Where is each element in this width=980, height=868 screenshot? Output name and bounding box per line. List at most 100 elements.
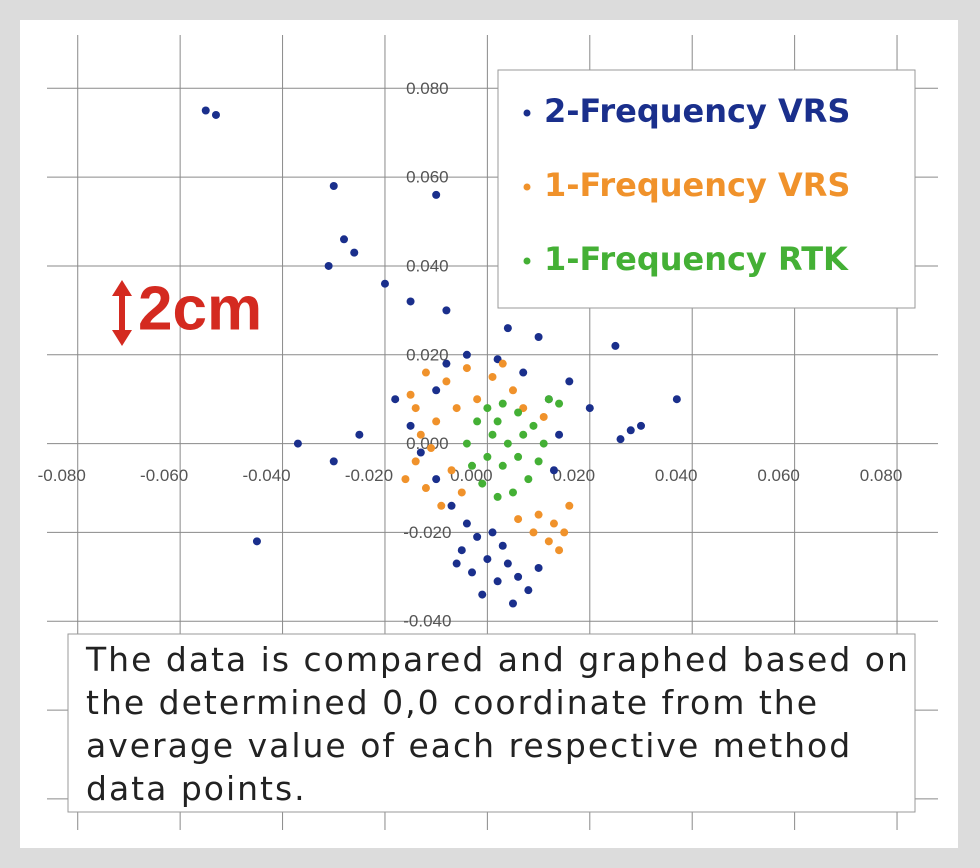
x-tick-label: -0.040 xyxy=(242,466,290,485)
scatter-point xyxy=(432,190,441,199)
scatter-point xyxy=(549,466,558,475)
scatter-point xyxy=(457,488,466,497)
scatter-point xyxy=(478,479,487,488)
scatter-point xyxy=(483,452,492,461)
x-tick-label: -0.080 xyxy=(38,466,86,485)
scatter-point xyxy=(611,341,620,350)
scatter-point xyxy=(468,461,477,470)
scatter-point xyxy=(514,515,523,524)
scatter-point xyxy=(411,404,420,413)
scatter-point xyxy=(514,408,523,417)
scatter-point xyxy=(672,395,681,404)
scatter-point xyxy=(416,448,425,457)
scatter-point xyxy=(427,444,436,453)
scatter-point xyxy=(565,501,574,510)
scatter-point xyxy=(432,475,441,484)
scatter-point xyxy=(616,435,625,444)
legend-label: 1-Frequency VRS xyxy=(544,166,850,204)
scatter-point xyxy=(462,350,471,359)
scatter-point xyxy=(483,404,492,413)
scatter-point xyxy=(514,572,523,581)
scatter-point xyxy=(432,386,441,395)
scatter-point xyxy=(493,417,502,426)
scatter-point xyxy=(452,404,461,413)
legend-bullet xyxy=(523,257,531,265)
scatter-point xyxy=(355,430,364,439)
scale-arrow xyxy=(112,280,132,346)
scatter-point xyxy=(539,412,548,421)
scatter-point xyxy=(514,452,523,461)
scatter-point xyxy=(406,421,415,430)
scatter-point xyxy=(637,421,645,430)
scatter-point xyxy=(529,421,538,430)
scatter-point xyxy=(473,417,482,426)
y-tick-label: 0.060 xyxy=(406,168,449,187)
scatter-point xyxy=(498,541,507,550)
scatter-point xyxy=(329,457,338,466)
scatter-point xyxy=(519,368,528,377)
scatter-point xyxy=(565,377,574,386)
scatter-point xyxy=(478,590,487,599)
scatter-point xyxy=(508,488,517,497)
scatter-point xyxy=(406,297,415,306)
scatter-point xyxy=(503,559,512,568)
legend: 2-Frequency VRS 1-Frequency VRS 1-Frequenc… xyxy=(523,92,850,278)
scatter-point xyxy=(555,430,564,439)
scatter-point xyxy=(473,395,482,404)
scatter-point xyxy=(211,110,220,119)
scatter-point xyxy=(555,399,564,408)
x-tick-label: -0.060 xyxy=(140,466,188,485)
scatter-point xyxy=(452,559,461,568)
scatter-point xyxy=(524,586,533,595)
scatter-point xyxy=(483,555,492,564)
legend-bullet xyxy=(523,183,531,191)
scatter-point xyxy=(488,372,497,381)
scatter-point xyxy=(252,537,261,546)
y-tick-label: -0.040 xyxy=(403,612,451,631)
scatter-point xyxy=(626,426,635,435)
y-tick-label: 0.000 xyxy=(406,434,449,453)
scatter-point xyxy=(544,537,553,546)
y-tick-label: -0.020 xyxy=(403,523,451,542)
scatter-point xyxy=(519,430,528,439)
legend-label: 1-Frequency RTK xyxy=(544,240,849,278)
scatter-point xyxy=(508,386,517,395)
y-tick-label: 0.040 xyxy=(406,256,449,275)
x-tick-label: -0.020 xyxy=(345,466,393,485)
x-tick-label: 0.040 xyxy=(655,466,698,485)
scatter-point xyxy=(534,333,543,342)
scatter-point xyxy=(201,106,210,115)
scatter-point xyxy=(437,501,446,510)
scatter-point xyxy=(549,519,558,528)
scatter-point xyxy=(442,377,451,386)
scatter-point xyxy=(534,510,543,519)
scatter-point xyxy=(498,399,507,408)
x-tick-label: 0.020 xyxy=(553,466,596,485)
scatter-point xyxy=(462,439,471,448)
scatter-point xyxy=(421,484,430,493)
scatter-point xyxy=(488,528,497,537)
scatter-point xyxy=(555,546,564,555)
scatter-point xyxy=(493,577,502,586)
scatter-point xyxy=(493,492,502,501)
scatter-point xyxy=(503,324,512,333)
scatter-point xyxy=(529,528,538,537)
scatter-point xyxy=(508,599,517,608)
scatter-point xyxy=(380,279,389,288)
scale-annotation: 2cm xyxy=(138,274,262,343)
scatter-point xyxy=(329,182,338,191)
note-box xyxy=(67,633,916,813)
scatter-point xyxy=(468,568,477,577)
scatter-point xyxy=(503,439,512,448)
scatter-point xyxy=(324,261,333,270)
scatter-point xyxy=(447,501,456,510)
scatter-point xyxy=(544,395,553,404)
legend-box xyxy=(497,69,916,309)
scatter-point xyxy=(560,528,569,537)
scatter-point xyxy=(447,466,456,475)
scatter-point xyxy=(391,395,400,404)
y-tick-label: 0.020 xyxy=(406,345,449,364)
scatter-point xyxy=(539,439,548,448)
